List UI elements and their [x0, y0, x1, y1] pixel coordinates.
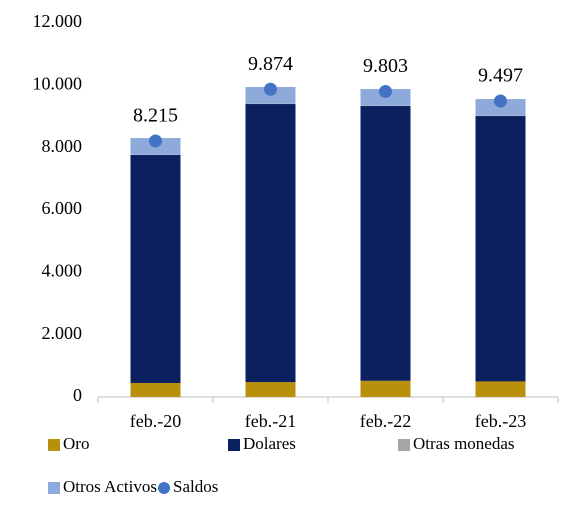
legend-swatch: [228, 439, 240, 451]
bar-segment: [245, 104, 296, 383]
bar-segment: [475, 116, 526, 382]
bar-segment: [475, 381, 526, 397]
legend: Oro Dolares Otras monedas Otros Activos Sald…: [48, 434, 515, 496]
bar-segment: [360, 106, 411, 381]
data-label: 8.215: [133, 105, 178, 127]
y-tick-label: 8.000: [42, 136, 83, 156]
bar-segment: [130, 155, 181, 383]
data-label: 9.497: [478, 65, 523, 87]
y-tick-label: 10.000: [33, 73, 83, 93]
legend-swatch: [398, 439, 410, 451]
legend-swatch: [48, 482, 60, 494]
x-tick-label: feb.-21: [245, 411, 296, 431]
x-tick-label: feb.-23: [475, 411, 526, 431]
legend-label: Saldos: [173, 477, 218, 496]
y-tick-label: 12.000: [33, 11, 83, 31]
legend-label: Otras monedas: [413, 434, 515, 453]
saldo-dot: [149, 134, 162, 148]
legend-swatch: [158, 482, 170, 494]
bar-segment: [245, 382, 296, 397]
legend-swatch: [48, 439, 60, 451]
bar-segment: [130, 382, 181, 397]
legend-label: Otros Activos: [63, 477, 157, 496]
saldo-dot: [264, 82, 277, 96]
legend-label: Oro: [63, 434, 89, 453]
saldo-dot: [379, 84, 392, 98]
y-tick-label: 4.000: [42, 260, 83, 280]
y-tick-label: 6.000: [42, 198, 83, 218]
data-label: 9.874: [248, 53, 293, 75]
x-tick-label: feb.-22: [360, 411, 411, 431]
x-tick-label: feb.-20: [130, 411, 181, 431]
bar-segment: [360, 380, 411, 397]
y-tick-label: 0: [73, 385, 82, 405]
y-tick-label: 2.000: [42, 323, 83, 343]
saldo-dot: [494, 94, 507, 108]
legend-label: Dolares: [243, 434, 296, 453]
data-label: 9.803: [363, 55, 408, 77]
